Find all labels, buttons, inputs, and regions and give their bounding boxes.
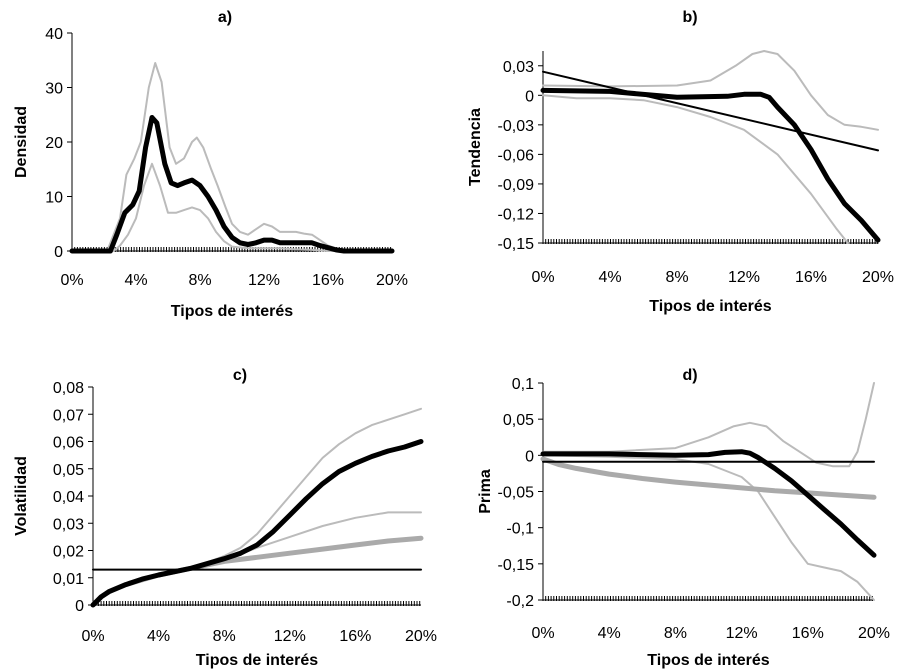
y-tick-label: 20 xyxy=(45,135,63,152)
x-tick-label: 8% xyxy=(188,272,211,289)
x-tick-label: 16% xyxy=(339,628,371,645)
y-tick-label: -0,2 xyxy=(506,593,534,610)
series-line-1 xyxy=(92,407,422,606)
x-axis-minor-ticks xyxy=(542,596,873,601)
x-axis-title: Tipos de interés xyxy=(171,303,294,320)
y-tick-label: 0,1 xyxy=(512,376,534,393)
y-tick-label: 0 xyxy=(525,88,534,105)
y-axis-title: Volatilidad xyxy=(13,456,30,536)
series-line-1 xyxy=(71,62,393,252)
series-line-4 xyxy=(540,87,881,243)
x-tick-label: 4% xyxy=(598,625,621,642)
series-group xyxy=(540,382,877,601)
x-axis-title: Tipos de interés xyxy=(647,652,770,669)
y-tick-label: -0,15 xyxy=(498,236,535,253)
y-tick-label: 0 xyxy=(75,598,84,615)
x-tick-label: 12% xyxy=(726,625,758,642)
x-tick-label: 16% xyxy=(312,272,344,289)
y-axis-title: Tendencia xyxy=(467,108,484,186)
series-line-1 xyxy=(542,50,879,131)
y-tick-label: 0,03 xyxy=(503,59,534,76)
x-tick-label: 4% xyxy=(147,628,170,645)
x-tick-label: 20% xyxy=(862,269,894,286)
y-tick-label: -0,06 xyxy=(498,147,535,164)
y-tick-label: 0,02 xyxy=(53,544,84,561)
y-tick-label: 0,01 xyxy=(53,571,84,588)
x-tick-label: 8% xyxy=(664,625,687,642)
series-line-3 xyxy=(540,456,877,500)
x-axis-minor-ticks xyxy=(92,601,421,606)
x-tick-label: 8% xyxy=(213,628,236,645)
x-tick-label: 16% xyxy=(795,269,827,286)
chart-panel-d: d) 0,1 0,05 0 -0,05 -0,1 -0,15 -0,2 0% 4% 8% 12% 16%… xyxy=(477,367,890,669)
y-tick-label: -0,15 xyxy=(498,557,535,574)
x-tick-label: 4% xyxy=(598,269,621,286)
x-tick-label: 20% xyxy=(376,272,408,289)
chart-title: d) xyxy=(682,367,697,384)
series-line-3 xyxy=(69,115,395,254)
chart-panel-a: a) 0 10 20 30 40 0% 4% 8% 12% 16% 20% Tipos de inter… xyxy=(13,9,408,320)
x-tick-label: 12% xyxy=(728,269,760,286)
y-tick-label: 40 xyxy=(45,26,63,43)
series-line-2 xyxy=(542,94,849,244)
y-tick-label: 10 xyxy=(45,190,63,207)
chart-title: b) xyxy=(682,9,697,26)
y-tick-label: 0,03 xyxy=(53,516,84,533)
y-tick-label: 0,08 xyxy=(53,380,84,397)
series-line-2 xyxy=(71,162,393,252)
y-tick-label: -0,12 xyxy=(498,206,535,223)
x-axis-title: Tipos de interés xyxy=(649,298,772,315)
x-tick-label: 0% xyxy=(60,272,83,289)
y-tick-label: 0,05 xyxy=(503,412,534,429)
y-tick-label: 0 xyxy=(54,244,63,261)
x-axis-title: Tipos de interés xyxy=(196,652,319,669)
x-tick-label: 12% xyxy=(274,628,306,645)
y-tick-label: -0,1 xyxy=(506,521,534,538)
x-tick-label: 0% xyxy=(531,269,554,286)
y-axis-title: Prima xyxy=(477,469,494,514)
series-line-5 xyxy=(540,449,877,558)
series-line-2 xyxy=(542,454,875,601)
chart-title: a) xyxy=(218,9,232,26)
x-tick-label: 0% xyxy=(531,625,554,642)
y-tick-label: 30 xyxy=(45,81,63,98)
series-group xyxy=(90,407,424,608)
y-tick-label: -0,03 xyxy=(498,118,535,135)
x-axis-minor-ticks xyxy=(542,239,879,244)
y-tick-label: 0,06 xyxy=(53,435,84,452)
x-tick-label: 8% xyxy=(665,269,688,286)
y-tick-label: 0,04 xyxy=(53,489,84,506)
chart-panel-c: c) 0 0,01 0,02 0,03 0,04 0,05 0,06 0,07 0,08 0% 4% 8… xyxy=(13,367,437,669)
y-tick-label: 0 xyxy=(525,448,534,465)
y-tick-label: -0,05 xyxy=(498,485,535,502)
series-line-3 xyxy=(542,70,879,152)
x-tick-label: 16% xyxy=(792,625,824,642)
chart-title: c) xyxy=(233,367,247,384)
series-line-5 xyxy=(90,439,424,608)
series-line-1 xyxy=(542,382,875,468)
y-tick-label: -0,09 xyxy=(498,177,535,194)
x-tick-label: 20% xyxy=(405,628,437,645)
y-axis-title: Densidad xyxy=(13,106,30,178)
x-tick-label: 20% xyxy=(858,625,890,642)
x-tick-label: 12% xyxy=(248,272,280,289)
x-tick-label: 4% xyxy=(124,272,147,289)
y-tick-label: 0,07 xyxy=(53,407,84,424)
x-tick-label: 0% xyxy=(81,628,104,645)
chart-panel-b: b) 0,03 0 -0,03 -0,06 -0,09 -0,12 -0,15 0% 4% 8% 12… xyxy=(467,9,894,315)
series-group xyxy=(540,50,881,244)
y-tick-label: 0,05 xyxy=(53,462,84,479)
series-group xyxy=(69,62,395,254)
